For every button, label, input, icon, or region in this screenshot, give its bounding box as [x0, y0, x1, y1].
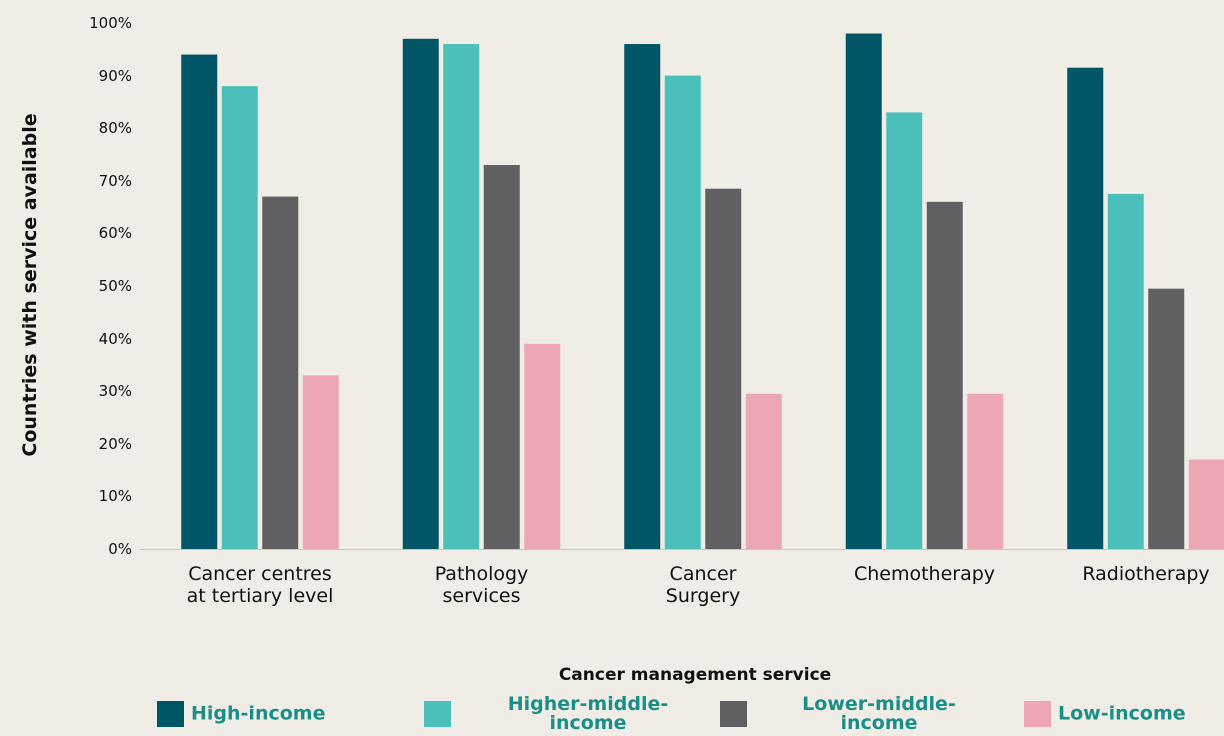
x-tick-label: Cancer centres at tertiary level — [186, 563, 334, 607]
y-axis-title: Countries with service available — [19, 113, 41, 457]
bar — [745, 393, 782, 549]
bar — [181, 54, 218, 550]
y-tick-label: 30% — [98, 382, 132, 401]
bar — [221, 86, 258, 550]
bar — [443, 44, 480, 549]
y-tick-label: 70% — [98, 171, 132, 190]
bar — [302, 375, 339, 549]
y-tick-label: 60% — [98, 224, 132, 243]
legend-label: Lower-middle- income — [802, 693, 956, 734]
bar — [483, 165, 520, 549]
bar — [1188, 459, 1224, 549]
legend-swatch — [157, 701, 184, 727]
legend-swatch — [720, 701, 747, 727]
bar — [926, 201, 963, 549]
x-tick-label: Cancer Surgery — [665, 563, 741, 607]
y-tick-label: 40% — [98, 329, 132, 348]
y-tick-label: 20% — [98, 434, 132, 453]
x-tick-label: Pathology services — [434, 563, 529, 607]
bar — [886, 112, 923, 550]
bar — [705, 188, 742, 549]
bar — [967, 393, 1004, 549]
legend-label: High-income — [191, 702, 326, 725]
bar — [664, 75, 701, 549]
bar — [1067, 67, 1104, 550]
x-tick-label: Radiotherapy — [1082, 563, 1210, 585]
y-tick-label: 50% — [98, 277, 132, 295]
y-tick-label: 10% — [98, 487, 132, 506]
bar — [624, 44, 661, 549]
y-tick-label: 80% — [98, 119, 132, 138]
bar — [262, 196, 299, 549]
legend-label: Higher-middle- income — [507, 693, 669, 734]
bar — [1107, 193, 1144, 549]
y-tick-label: 100% — [89, 14, 132, 32]
x-tick-label: Chemotherapy — [853, 563, 996, 585]
y-tick-label: 0% — [108, 540, 132, 558]
bar — [1148, 288, 1185, 549]
x-axis-title: Cancer management service — [558, 665, 832, 685]
legend-label: Low-income — [1058, 702, 1186, 725]
bar — [845, 33, 882, 549]
bar — [524, 343, 561, 549]
legend-swatch — [424, 701, 451, 727]
y-tick-label: 90% — [98, 66, 132, 85]
legend-swatch — [1024, 701, 1051, 727]
bar — [402, 38, 439, 549]
